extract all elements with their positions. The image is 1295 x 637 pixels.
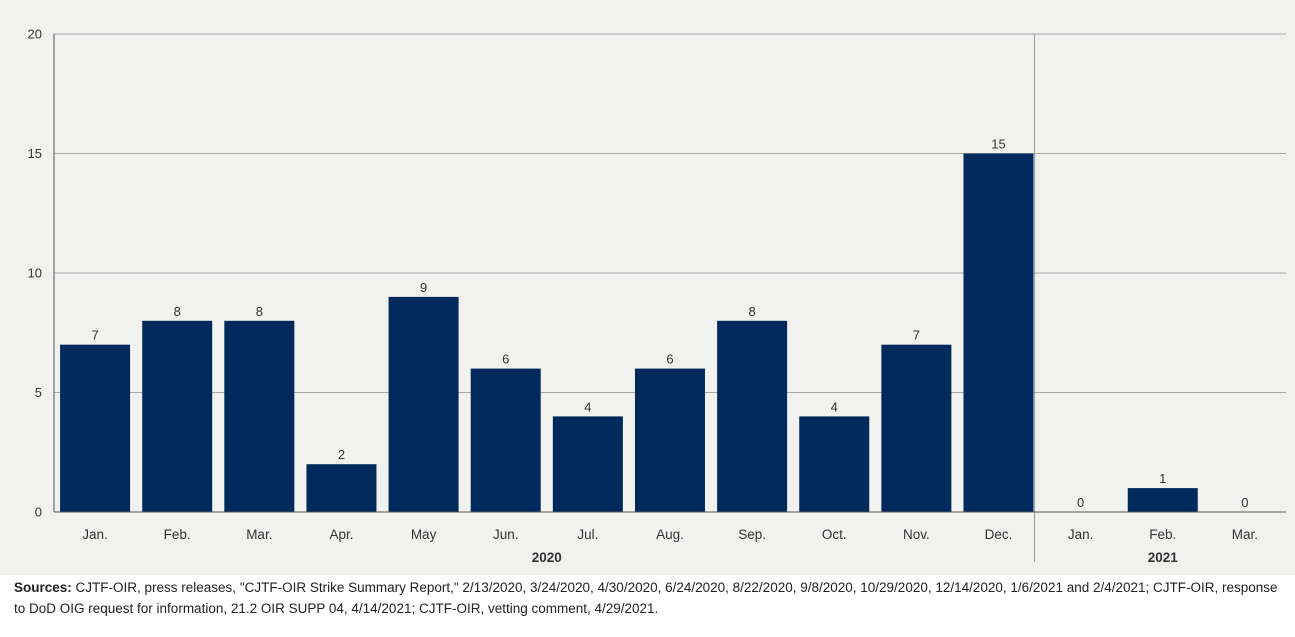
x-category-label: Feb.: [164, 527, 191, 542]
chart-area: 0 5 10 15 20 7 Jan. 8 Feb. 8 Mar. 2 Apr. 9 May 6 Jun. 4 Ju…: [0, 0, 1295, 575]
bar-value-label: 1: [1159, 471, 1166, 486]
sources-text: CJTF-OIR, press releases, "CJTF-OIR Stri…: [14, 580, 1278, 616]
y-tick-label: 10: [28, 266, 42, 281]
bar: [634, 368, 705, 512]
bar-value-label: 7: [91, 328, 98, 343]
y-tick-label: 20: [28, 27, 42, 42]
year-group-label: 2020: [532, 550, 562, 565]
bar: [224, 320, 295, 512]
x-category-label: Oct.: [822, 527, 847, 542]
x-category-label: Mar.: [1232, 527, 1258, 542]
x-category-label: Mar.: [246, 527, 272, 542]
x-category-label: May: [411, 527, 437, 542]
bar: [388, 296, 459, 512]
bar: [799, 416, 870, 512]
bar-value-label: 6: [502, 352, 509, 367]
bar: [470, 368, 541, 512]
x-category-label: Aug.: [656, 527, 684, 542]
x-category-label: Sep.: [738, 527, 766, 542]
bar-value-label: 9: [420, 280, 427, 295]
y-tick-label: 5: [35, 385, 42, 400]
bar-value-label: 15: [991, 137, 1005, 152]
x-category-label: Jan.: [1068, 527, 1094, 542]
y-tick-label: 15: [28, 146, 42, 161]
bar-value-label: 7: [913, 328, 920, 343]
x-category-label: Dec.: [985, 527, 1013, 542]
x-category-label: Jun.: [493, 527, 519, 542]
x-category-label: Nov.: [903, 527, 930, 542]
bar-value-label: 8: [748, 304, 755, 319]
x-category-label: Feb.: [1149, 527, 1176, 542]
bar-value-label: 8: [256, 304, 263, 319]
bar-value-label: 4: [584, 399, 591, 414]
sources-label: Sources:: [14, 580, 72, 595]
bar: [881, 344, 952, 512]
bar-value-label: 4: [831, 399, 838, 414]
sources-note: Sources: CJTF-OIR, press releases, "CJTF…: [14, 577, 1286, 619]
bar-value-label: 6: [666, 352, 673, 367]
bar: [142, 320, 213, 512]
bar: [963, 153, 1034, 512]
bar: [60, 344, 131, 512]
y-tick-label: 0: [35, 505, 42, 520]
x-category-label: Jan.: [82, 527, 108, 542]
bar-value-label: 0: [1241, 495, 1248, 510]
year-group-label: 2021: [1148, 550, 1179, 565]
bar: [1127, 488, 1198, 512]
bar-value-label: 2: [338, 447, 345, 462]
bar: [306, 464, 377, 512]
bar: [552, 416, 623, 512]
bar: [717, 320, 788, 512]
strike-bar-chart: 051015207Jan.8Feb.8Mar.2Apr.9May6Jun.4Ju…: [28, 27, 1286, 565]
bar-value-label: 0: [1077, 495, 1084, 510]
bar-value-label: 8: [174, 304, 181, 319]
x-category-label: Jul.: [577, 527, 598, 542]
x-category-label: Apr.: [329, 527, 353, 542]
